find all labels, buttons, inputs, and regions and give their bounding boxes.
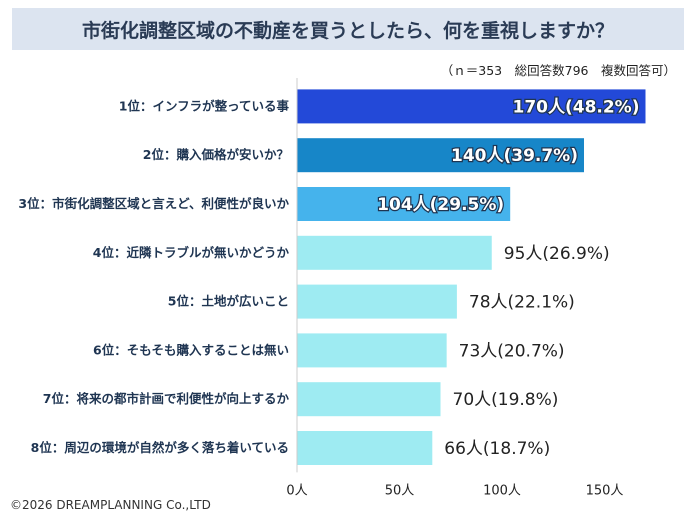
bar	[297, 187, 511, 221]
bar	[297, 235, 492, 270]
bar	[297, 382, 441, 417]
data-label: 73人(20.7%)	[459, 341, 565, 361]
bar	[297, 431, 433, 465]
data-label: 170人(48.2%)	[512, 97, 639, 117]
data-label: 70人(19.8%)	[453, 390, 559, 410]
data-label: 95人(26.9%)	[504, 244, 610, 264]
x-tick-label: 0人	[286, 483, 307, 498]
category-label: 4位：近隣トラブルが無いかどうか	[93, 245, 290, 260]
category-label: 5位：土地が広いこと	[168, 294, 289, 309]
data-label: 66人(18.7%)	[444, 439, 550, 459]
x-tick-label: 100人	[483, 483, 521, 498]
data-label: 78人(22.1%)	[469, 293, 575, 313]
bar	[297, 138, 584, 173]
x-tick-label: 150人	[586, 483, 624, 498]
category-label: 2位：購入価格が安いか？	[143, 147, 289, 162]
category-label: 1位：インフラが整っている事	[119, 98, 290, 113]
category-label: 7位：将来の都市計画で利便性が向上するか	[43, 391, 290, 406]
bar	[297, 284, 457, 319]
category-label: 3位：市街化調整区域と言えど、利便性が良いか	[18, 196, 289, 211]
category-label: 8位：周辺の環境が自然が多く落ち着いている	[31, 440, 289, 455]
copyright-text: ©2026 DREAMPLANNING Co.,LTD	[10, 498, 211, 512]
bar	[297, 89, 646, 124]
data-label: 104人(29.5%)	[377, 195, 504, 215]
chart-title: 市街化調整区域の不動産を買うとしたら、何を重視しますか？	[12, 8, 684, 50]
bar	[297, 333, 447, 368]
x-tick-label: 50人	[385, 483, 415, 498]
category-label: 6位：そもそも購入することは無い	[93, 342, 289, 357]
sample-note: （ｎ＝353 総回答数796 複数回答可）	[440, 63, 676, 78]
data-label: 140人(39.7%)	[451, 146, 578, 166]
